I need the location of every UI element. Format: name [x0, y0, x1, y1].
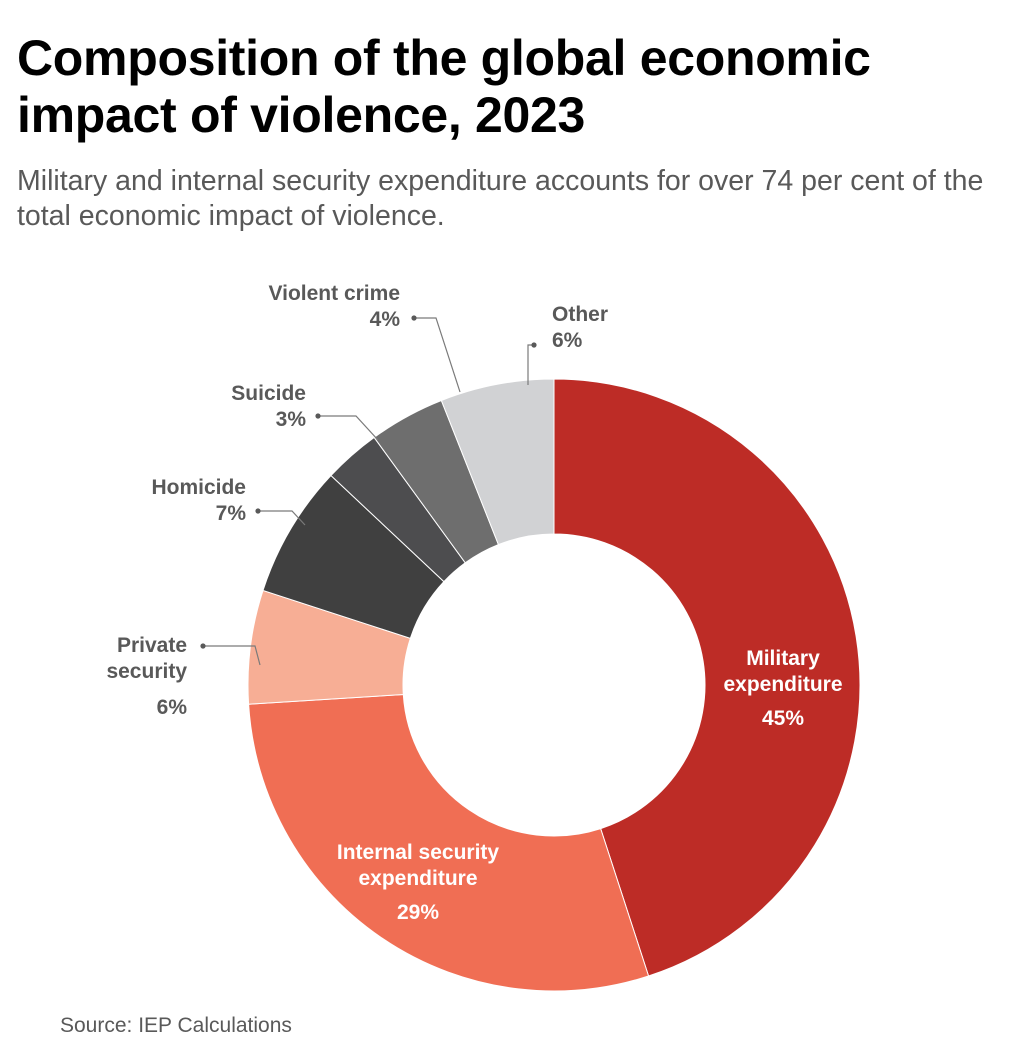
slice-label-line: Other — [552, 303, 608, 326]
slice-value-label: 4% — [370, 308, 401, 331]
slice-label-line: Private — [117, 634, 187, 657]
slice-label: Private security 6% — [106, 634, 187, 719]
chart-title: Composition of the global economic impac… — [17, 30, 871, 143]
slice-label-line: Homicide — [151, 476, 246, 499]
slice-value-label: 6% — [552, 329, 583, 352]
donut-slice — [248, 693, 650, 992]
slice-label-line: Internal security — [337, 841, 500, 864]
leader-line — [414, 317, 461, 393]
leader-line — [527, 344, 534, 385]
leader-dot — [531, 342, 537, 348]
leader-dot — [315, 413, 321, 419]
slice-label-line: Suicide — [231, 382, 306, 405]
labels-layer: Military expenditure 45% Internal security e… — [106, 282, 842, 924]
slice-label-line: Violent crime — [269, 282, 401, 305]
leader-line — [203, 645, 261, 666]
slices-layer — [247, 378, 861, 992]
leader-dot — [255, 508, 261, 514]
slice-label: Suicide 3% — [231, 382, 306, 431]
slice-label: Other 6% — [552, 303, 608, 352]
slice-value-label: 29% — [397, 901, 439, 924]
slice-value-label: 6% — [157, 696, 188, 719]
leader-lines-layer — [200, 315, 537, 666]
slice-label: Violent crime 4% — [269, 282, 401, 331]
slice-label-line: security — [106, 660, 187, 683]
slice-label-line: expenditure — [723, 673, 842, 696]
slice-value-label: 3% — [276, 408, 307, 431]
donut-slice — [440, 378, 555, 546]
slice-label-line: expenditure — [358, 867, 477, 890]
slice-value-label: 45% — [762, 707, 804, 730]
source-note: Source: IEP Calculations — [60, 1014, 292, 1037]
slice-label: Military expenditure 45% — [723, 647, 842, 730]
leader-line — [318, 415, 379, 441]
slice-value-label: 7% — [216, 502, 247, 525]
slice-label: Homicide 7% — [151, 476, 246, 525]
leader-line — [258, 510, 306, 526]
chart-subtitle: Military and internal security expenditu… — [17, 165, 984, 232]
slice-label-line: Military — [746, 647, 820, 670]
leader-dot — [411, 315, 417, 321]
leader-dot — [200, 643, 206, 649]
slice-label: Internal security expenditure 29% — [337, 841, 500, 924]
donut-slice — [553, 378, 861, 977]
